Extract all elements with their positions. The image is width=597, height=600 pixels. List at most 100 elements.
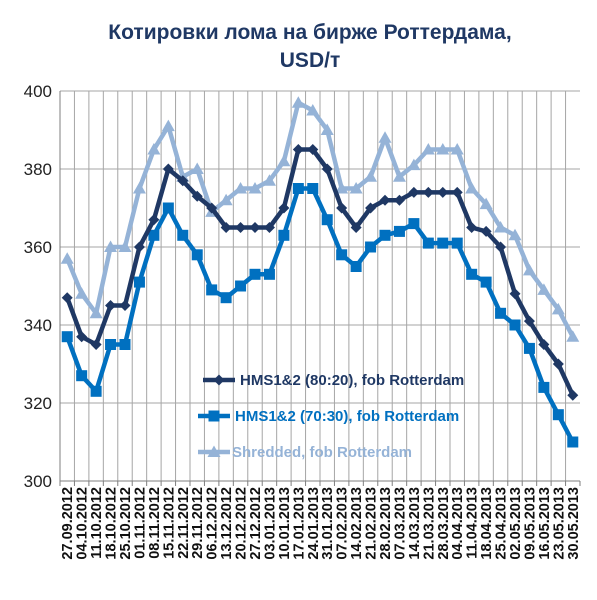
data-point xyxy=(61,292,73,304)
data-point xyxy=(278,229,290,241)
data-point xyxy=(321,214,333,226)
data-point xyxy=(349,182,363,194)
data-point xyxy=(336,202,348,214)
x-tick-label: 22.11.2012 xyxy=(176,487,192,559)
data-point xyxy=(566,330,580,342)
data-point xyxy=(379,194,391,206)
data-point xyxy=(509,288,521,300)
data-point xyxy=(161,119,175,132)
data-point xyxy=(335,182,349,194)
x-tick-label: 08.11.2012 xyxy=(147,487,163,559)
x-tick-label: 13.12.2012 xyxy=(219,487,235,560)
data-point xyxy=(393,194,405,206)
data-point xyxy=(378,131,392,143)
data-point xyxy=(90,385,102,397)
x-tick-label: 01.11.2012 xyxy=(132,487,148,559)
x-tick-label: 25.04.2013 xyxy=(494,487,510,560)
data-point xyxy=(75,287,89,299)
data-point xyxy=(148,214,160,226)
data-point xyxy=(466,268,478,280)
x-tick-label: 04.10.2012 xyxy=(75,487,91,560)
data-point xyxy=(220,222,232,233)
x-tick-label: 07.02.2013 xyxy=(335,487,351,560)
data-point xyxy=(248,182,262,194)
data-point xyxy=(365,241,377,253)
data-point xyxy=(277,154,291,167)
data-point xyxy=(408,218,420,230)
data-point xyxy=(263,222,275,233)
data-point xyxy=(132,182,146,194)
x-tick-label: 16.05.2013 xyxy=(537,487,553,560)
data-point xyxy=(263,268,275,280)
series-2 xyxy=(61,183,579,448)
y-tick-labels: 300 320 340 360 380 400 xyxy=(24,82,52,491)
data-point xyxy=(421,143,435,155)
data-point xyxy=(494,221,508,233)
data-point xyxy=(450,143,464,155)
x-tick-label: 24.01.2013 xyxy=(306,487,322,560)
x-tick-labels: 27.09.201204.10.201211.10.201218.10.2012… xyxy=(60,487,582,560)
data-point xyxy=(480,276,492,288)
data-point xyxy=(118,240,132,252)
x-tick-label: 28.03.2013 xyxy=(436,487,452,560)
data-point xyxy=(249,268,261,280)
data-point xyxy=(392,170,406,182)
data-point xyxy=(509,319,521,331)
x-tick-label: 03.01.2013 xyxy=(262,487,278,560)
data-point xyxy=(148,229,160,241)
data-point xyxy=(61,331,73,343)
data-point xyxy=(422,237,434,249)
data-point xyxy=(206,202,218,214)
data-point xyxy=(307,183,319,194)
data-point xyxy=(393,225,405,237)
data-point xyxy=(191,190,203,202)
data-point xyxy=(538,381,550,393)
data-point xyxy=(537,283,551,295)
x-tick-label: 25.10.2012 xyxy=(118,487,134,560)
x-tick-label: 10.01.2013 xyxy=(277,487,293,560)
data-point xyxy=(292,144,304,155)
data-point xyxy=(508,228,522,241)
chart-title-line-1: Котировки лома на бирже Роттердама, xyxy=(108,21,511,44)
x-tick-label: 15.11.2012 xyxy=(161,487,177,559)
data-point xyxy=(133,276,145,288)
axes xyxy=(59,91,581,486)
data-point xyxy=(249,222,261,233)
data-point xyxy=(235,222,247,233)
data-point xyxy=(119,339,131,350)
data-point xyxy=(76,331,88,343)
data-point xyxy=(437,237,449,249)
data-point xyxy=(105,339,117,350)
x-tick-label: 02.05.2013 xyxy=(508,487,524,560)
legend-label: HMS1&2 (80:20), fob Rotterdam xyxy=(240,372,464,389)
x-tick-label: 09.05.2013 xyxy=(522,487,538,560)
data-point xyxy=(162,202,174,214)
data-point xyxy=(567,389,579,401)
data-point xyxy=(292,183,304,194)
x-tick-label: 31.01.2013 xyxy=(320,487,336,560)
x-tick-label: 11.10.2012 xyxy=(89,487,105,559)
y-tick-label: 320 xyxy=(24,394,52,413)
x-tick-label: 27.12.2012 xyxy=(248,487,264,560)
data-point xyxy=(422,186,434,198)
data-point xyxy=(480,225,492,237)
x-tick-label: 14.03.2013 xyxy=(407,487,423,560)
data-point xyxy=(190,162,204,174)
data-point xyxy=(90,339,102,350)
legend-item-3: Shredded, fob Rotterdam xyxy=(198,444,412,461)
data-point xyxy=(220,292,232,304)
x-tick-label: 06.12.2012 xyxy=(205,487,221,560)
data-point xyxy=(177,229,189,241)
data-point xyxy=(436,143,450,155)
x-tick-label: 30.05.2013 xyxy=(566,487,582,560)
data-point xyxy=(365,202,377,214)
data-point xyxy=(437,186,449,198)
data-point xyxy=(522,263,536,276)
legend-swatch-marker xyxy=(207,445,221,457)
data-point xyxy=(104,240,118,252)
data-point xyxy=(321,163,333,175)
x-tick-label: 18.04.2013 xyxy=(479,487,495,560)
data-point xyxy=(379,229,391,241)
data-point xyxy=(105,300,117,311)
